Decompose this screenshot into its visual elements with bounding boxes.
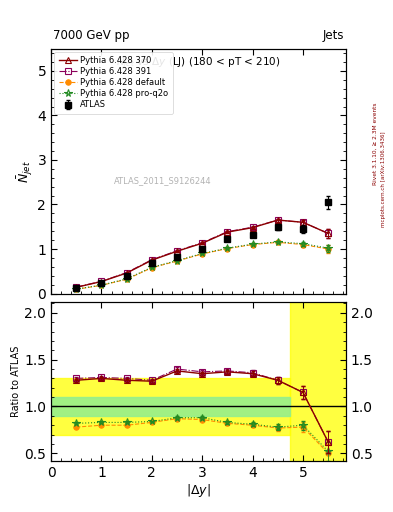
Pythia 6.428 370 xyxy=(124,270,129,276)
Pythia 6.428 370 xyxy=(326,230,331,237)
Pythia 6.428 pro-q2o xyxy=(250,241,255,247)
Pythia 6.428 pro-q2o xyxy=(149,264,154,270)
Pythia 6.428 default xyxy=(301,242,305,248)
Text: $N_{jet}$ vs $\Delta y$ (LJ) (180 < pT < 210): $N_{jet}$ vs $\Delta y$ (LJ) (180 < pT <… xyxy=(116,56,281,70)
Pythia 6.428 pro-q2o xyxy=(326,245,331,251)
Bar xyxy=(51,397,290,416)
Y-axis label: $\bar{N}_{jet}$: $\bar{N}_{jet}$ xyxy=(15,160,35,183)
Text: mcplots.cern.ch [arXiv:1306.3436]: mcplots.cern.ch [arXiv:1306.3436] xyxy=(381,132,386,227)
Pythia 6.428 391 xyxy=(275,217,280,223)
Legend: Pythia 6.428 370, Pythia 6.428 391, Pythia 6.428 default, Pythia 6.428 pro-q2o, : Pythia 6.428 370, Pythia 6.428 391, Pyth… xyxy=(54,52,173,114)
Pythia 6.428 391 xyxy=(175,248,180,254)
Bar xyxy=(290,297,346,461)
Pythia 6.428 370 xyxy=(275,217,280,223)
X-axis label: $|\Delta y|$: $|\Delta y|$ xyxy=(186,482,211,499)
Pythia 6.428 pro-q2o xyxy=(225,245,230,251)
Text: Jets: Jets xyxy=(322,29,344,42)
Pythia 6.428 default xyxy=(74,286,79,292)
Y-axis label: Ratio to ATLAS: Ratio to ATLAS xyxy=(11,346,22,417)
Pythia 6.428 370 xyxy=(74,284,79,290)
Pythia 6.428 391 xyxy=(326,230,331,237)
Pythia 6.428 pro-q2o xyxy=(74,286,79,292)
Pythia 6.428 391 xyxy=(124,269,129,275)
Pythia 6.428 370 xyxy=(175,248,180,254)
Text: ATLAS_2011_S9126244: ATLAS_2011_S9126244 xyxy=(114,176,212,185)
Line: Pythia 6.428 pro-q2o: Pythia 6.428 pro-q2o xyxy=(72,238,332,293)
Pythia 6.428 391 xyxy=(200,240,205,246)
Pythia 6.428 391 xyxy=(74,284,79,290)
Pythia 6.428 default xyxy=(99,282,104,288)
Pythia 6.428 pro-q2o xyxy=(301,241,305,247)
Line: Pythia 6.428 391: Pythia 6.428 391 xyxy=(73,217,331,290)
Pythia 6.428 pro-q2o xyxy=(275,239,280,245)
Pythia 6.428 default xyxy=(200,251,205,257)
Pythia 6.428 default xyxy=(149,265,154,271)
Pythia 6.428 391 xyxy=(301,219,305,225)
Pythia 6.428 391 xyxy=(225,228,230,234)
Pythia 6.428 370 xyxy=(225,229,230,235)
Pythia 6.428 370 xyxy=(200,240,205,246)
Pythia 6.428 370 xyxy=(250,225,255,231)
Pythia 6.428 391 xyxy=(149,257,154,263)
Pythia 6.428 default xyxy=(326,246,331,252)
Pythia 6.428 391 xyxy=(99,278,104,284)
Pythia 6.428 default xyxy=(275,239,280,245)
Pythia 6.428 pro-q2o xyxy=(124,276,129,282)
Text: 7000 GeV pp: 7000 GeV pp xyxy=(53,29,130,42)
Bar xyxy=(51,378,290,435)
Pythia 6.428 pro-q2o xyxy=(200,250,205,257)
Pythia 6.428 default xyxy=(250,242,255,248)
Text: Rivet 3.1.10, ≥ 2.3M events: Rivet 3.1.10, ≥ 2.3M events xyxy=(373,102,378,185)
Pythia 6.428 default xyxy=(124,276,129,282)
Pythia 6.428 pro-q2o xyxy=(175,258,180,264)
Pythia 6.428 391 xyxy=(250,224,255,230)
Pythia 6.428 370 xyxy=(301,219,305,225)
Pythia 6.428 370 xyxy=(99,279,104,285)
Pythia 6.428 default xyxy=(175,258,180,264)
Line: Pythia 6.428 370: Pythia 6.428 370 xyxy=(73,217,331,290)
Pythia 6.428 370 xyxy=(149,257,154,263)
Pythia 6.428 pro-q2o xyxy=(99,282,104,288)
Pythia 6.428 default xyxy=(225,245,230,251)
Line: Pythia 6.428 default: Pythia 6.428 default xyxy=(73,240,331,292)
